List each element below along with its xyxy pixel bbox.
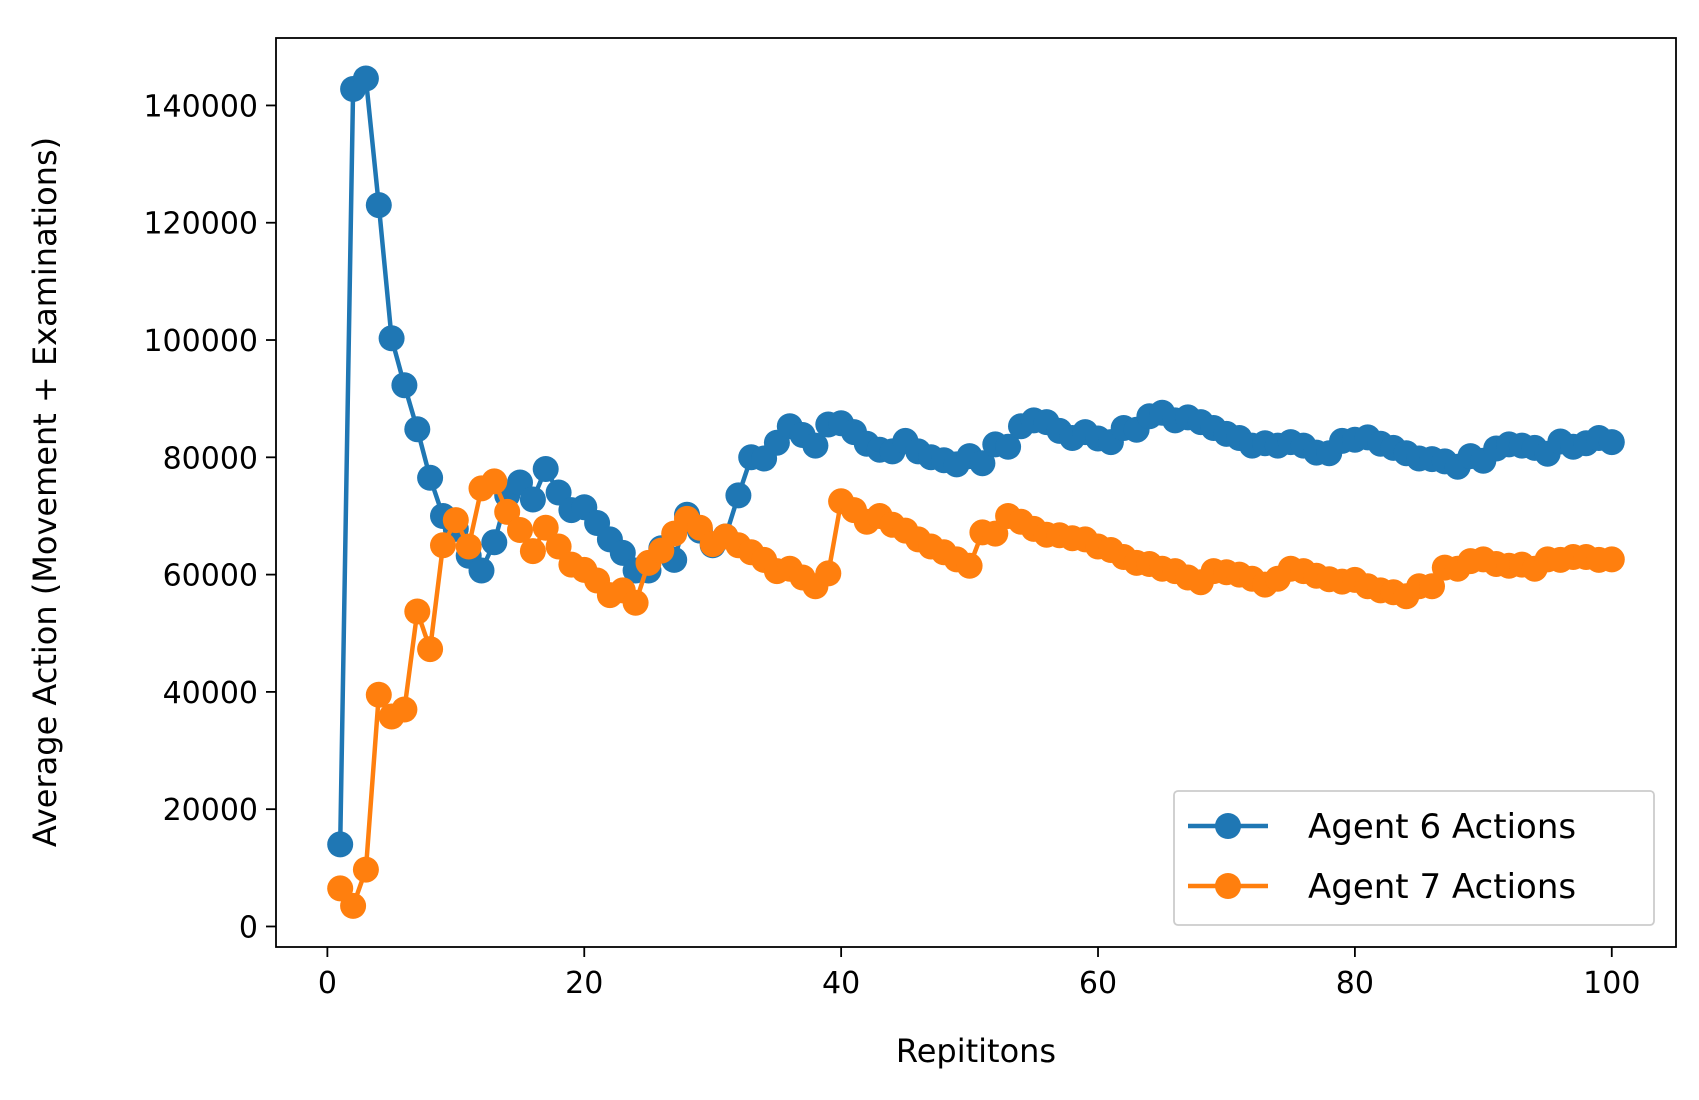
y-tick-label: 100000 xyxy=(143,324,258,359)
series-layer xyxy=(327,65,1625,919)
x-tick-label: 60 xyxy=(1079,966,1117,1001)
data-point xyxy=(969,450,996,477)
series-agent-7-actions xyxy=(327,468,1625,919)
data-point xyxy=(532,514,559,541)
data-point xyxy=(378,325,405,352)
data-point xyxy=(365,192,392,219)
data-point xyxy=(455,533,482,560)
data-point xyxy=(1419,573,1445,600)
data-point xyxy=(417,464,444,491)
data-point xyxy=(622,589,649,616)
data-point xyxy=(494,498,521,525)
data-point xyxy=(545,533,572,560)
x-axis-label: Repititons xyxy=(896,1032,1056,1070)
data-point xyxy=(956,552,983,579)
legend-label-agent-7: Agent 7 Actions xyxy=(1308,867,1576,907)
y-tick-label: 40000 xyxy=(163,676,258,711)
data-point xyxy=(417,636,444,663)
legend: Agent 6 Actions Agent 7 Actions xyxy=(1173,790,1655,926)
y-tick-label: 0 xyxy=(239,910,258,945)
data-point xyxy=(1598,429,1625,456)
data-point xyxy=(725,482,752,509)
data-point xyxy=(802,432,829,459)
legend-label-agent-6: Agent 6 Actions xyxy=(1308,807,1576,847)
legend-marker-agent-7 xyxy=(1215,873,1241,899)
data-point xyxy=(365,681,392,708)
data-point xyxy=(404,598,431,625)
data-point xyxy=(340,892,367,919)
data-point xyxy=(519,538,546,565)
data-point xyxy=(391,696,418,723)
data-point xyxy=(352,65,379,92)
plot-frame xyxy=(275,37,1677,948)
data-point xyxy=(507,517,533,543)
data-point xyxy=(481,529,508,556)
y-axis: 0 20000 40000 60000 80000 100000 120000 140000 xyxy=(143,89,276,945)
x-tick-label: 40 xyxy=(822,966,860,1001)
legend-box xyxy=(1173,790,1655,926)
y-axis-label: Average Action (Movement + Examinations) xyxy=(26,137,64,847)
data-point xyxy=(391,372,418,399)
data-point xyxy=(995,433,1022,460)
data-point xyxy=(430,532,456,559)
data-point xyxy=(327,831,354,858)
y-tick-label: 60000 xyxy=(163,559,258,594)
y-tick-label: 20000 xyxy=(163,793,258,828)
legend-marker-agent-6 xyxy=(1215,813,1241,839)
y-tick-label: 140000 xyxy=(143,89,258,124)
data-point xyxy=(442,507,469,534)
data-point xyxy=(404,416,431,443)
data-point xyxy=(532,456,559,482)
data-point xyxy=(815,560,842,587)
data-point xyxy=(1598,546,1625,573)
data-point xyxy=(468,557,495,584)
y-tick-label: 120000 xyxy=(143,207,258,242)
data-point xyxy=(519,486,546,513)
data-point xyxy=(352,856,379,883)
x-axis: 0 20 40 60 80 100 xyxy=(318,947,1640,1001)
x-tick-label: 100 xyxy=(1583,966,1640,1001)
plot-area xyxy=(275,37,1677,948)
data-point xyxy=(481,468,508,495)
x-tick-label: 20 xyxy=(565,966,603,1001)
y-tick-label: 80000 xyxy=(163,441,258,476)
x-tick-label: 0 xyxy=(318,966,337,1001)
x-tick-label: 80 xyxy=(1336,966,1374,1001)
